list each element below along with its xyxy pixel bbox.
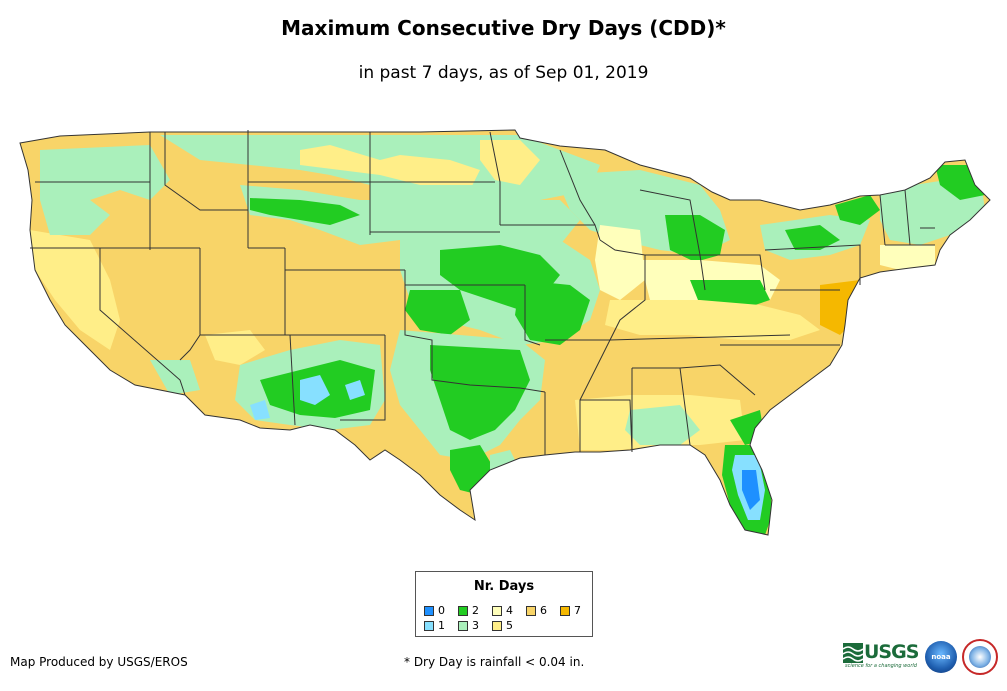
legend-swatch-4 bbox=[492, 606, 502, 616]
legend-swatch-1 bbox=[424, 621, 434, 631]
map-credit: Map Produced by USGS/EROS bbox=[10, 655, 188, 669]
legend-swatch-3 bbox=[458, 621, 468, 631]
nws-emblem-icon bbox=[969, 646, 991, 668]
map-title: Maximum Consecutive Dry Days (CDD)* bbox=[281, 16, 726, 40]
legend-item-4: 4 bbox=[492, 605, 513, 617]
usgs-tagline: science for a changing world bbox=[845, 663, 917, 669]
legend-title: Nr. Days bbox=[473, 579, 535, 594]
usgs-wave-icon bbox=[843, 643, 863, 663]
legend-label-1: 1 bbox=[438, 619, 445, 632]
legend-item-5: 5 bbox=[492, 620, 513, 632]
nws-logo bbox=[962, 639, 998, 675]
legend-item-1: 1 bbox=[424, 620, 445, 632]
noaa-logo-text: noaa bbox=[931, 653, 951, 661]
legend-item-2: 2 bbox=[458, 605, 479, 617]
legend-item-0: 0 bbox=[424, 605, 445, 617]
legend-label-7: 7 bbox=[574, 604, 581, 617]
map-subtitle: in past 7 days, as of Sep 01, 2019 bbox=[358, 63, 649, 83]
legend-swatch-2 bbox=[458, 606, 468, 616]
legend-item-3: 3 bbox=[458, 620, 479, 632]
legend-item-6: 6 bbox=[526, 605, 547, 617]
legend-swatch-5 bbox=[492, 621, 502, 631]
usgs-logo-text: USGS bbox=[864, 641, 919, 663]
legend-label-5: 5 bbox=[506, 619, 513, 632]
noaa-logo: noaa bbox=[925, 641, 957, 673]
legend-swatch-6 bbox=[526, 606, 536, 616]
legend-swatch-0 bbox=[424, 606, 434, 616]
usgs-logo: USGS science for a changing world bbox=[843, 641, 919, 671]
legend-swatch-7 bbox=[560, 606, 570, 616]
us-dry-days-map bbox=[19, 129, 991, 536]
legend-label-2: 2 bbox=[472, 604, 479, 617]
legend-box: Nr. Days 0 1 2 3 4 5 6 7 bbox=[415, 571, 593, 637]
legend-label-4: 4 bbox=[506, 604, 513, 617]
legend-label-0: 0 bbox=[438, 604, 445, 617]
legend-label-6: 6 bbox=[540, 604, 547, 617]
legend-label-3: 3 bbox=[472, 619, 479, 632]
dry-day-footnote: * Dry Day is rainfall < 0.04 in. bbox=[404, 655, 585, 669]
legend-item-7: 7 bbox=[560, 605, 581, 617]
